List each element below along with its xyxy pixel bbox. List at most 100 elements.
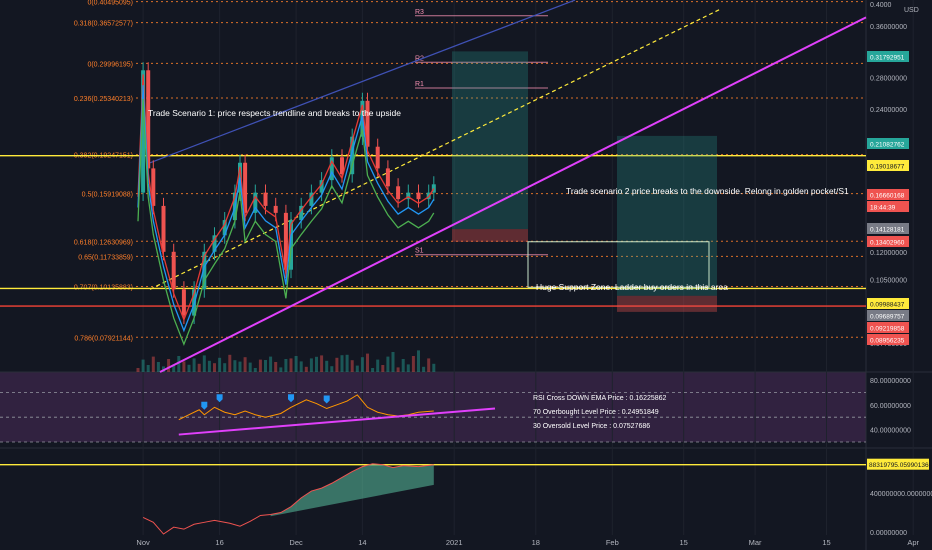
- candle-body: [222, 220, 227, 236]
- volume-bar: [396, 367, 400, 372]
- rsi-signal-marker[interactable]: [201, 401, 208, 410]
- volume-bar: [218, 357, 222, 372]
- ema-line-red: [137, 74, 435, 322]
- rsi-signal-marker[interactable]: [288, 394, 294, 403]
- price-pane[interactable]: 0(0.40495095) 0.318(0.36572577) 0(0.299961…: [0, 0, 867, 373]
- support-zone-box[interactable]: [527, 241, 710, 288]
- volume-bar: [228, 354, 232, 372]
- volume-bar: [207, 360, 211, 372]
- fib-level-label: 0(0.29996195): [87, 61, 133, 68]
- volume-bar: [371, 368, 375, 372]
- price-tag-label: 18:44:39: [870, 205, 896, 212]
- volume-bar: [141, 359, 145, 372]
- time-tick-label: 18: [532, 538, 540, 547]
- volume-bar: [238, 361, 242, 372]
- volume-bar: [411, 356, 415, 372]
- candle-body: [243, 162, 248, 213]
- price-tag[interactable]: [867, 298, 909, 309]
- candle-body: [161, 205, 166, 252]
- rsi-tick-label: 40.00000000: [870, 428, 911, 435]
- volume-bar: [309, 358, 313, 372]
- price-tag[interactable]: [867, 236, 909, 247]
- stop-loss-box[interactable]: [452, 229, 528, 242]
- pivot-label: R1: [415, 81, 424, 88]
- price-tick-label: 0.36000000: [870, 24, 907, 31]
- ema-line-green: [137, 98, 435, 347]
- candle-body: [365, 100, 370, 147]
- volume-bar: [340, 355, 344, 372]
- volume-bar: [177, 356, 181, 372]
- long-position-box-2[interactable]: [617, 135, 717, 296]
- time-tick-label: 16: [215, 538, 223, 547]
- volume-bar: [366, 353, 369, 372]
- price-tag[interactable]: [867, 310, 909, 321]
- support-trendline[interactable]: [159, 16, 867, 373]
- indicator-pane[interactable]: 400000000.00000000 0.00000000 88319795.059…: [0, 458, 932, 537]
- price-tag-label: 0.21082762: [870, 142, 905, 149]
- candle-body: [212, 235, 217, 252]
- candle-body: [299, 205, 304, 221]
- pane3-tag[interactable]: [867, 458, 929, 470]
- annotation-scenario-1: Trade Scenario 1: price respects trendli…: [148, 108, 401, 118]
- volume-bar: [299, 361, 303, 372]
- volume-bar: [345, 354, 349, 372]
- rsi-pane[interactable]: 80.00000000 60.00000000 40.00000000 RSI Cro…: [0, 378, 911, 443]
- price-tag[interactable]: [867, 201, 909, 212]
- price-tag-label: 0.09988437: [870, 302, 905, 309]
- volume-bar: [401, 359, 405, 372]
- pivot-label: R2: [415, 55, 424, 62]
- time-axis[interactable]: Nov16Dec14202118Feb15Mar15Apr12: [136, 538, 932, 547]
- fib-level-label: 0.65(0.11733859): [78, 254, 133, 261]
- price-tag[interactable]: [867, 189, 909, 200]
- pane3-line: [142, 463, 434, 535]
- candle-body: [416, 192, 421, 200]
- volume-bar: [289, 358, 293, 372]
- volume-bar: [146, 365, 150, 372]
- volume-bar: [294, 356, 298, 372]
- fib-level-label: 0.618(0.12630969): [74, 239, 133, 246]
- price-axis[interactable]: USD 0.4000 0.36000000 0.28000000 0.24000000 0…: [867, 2, 919, 348]
- grid: [142, 0, 914, 535]
- price-tag-label: 0.13402960: [870, 240, 905, 247]
- candle-body: [146, 70, 151, 169]
- rsi-signal-marker[interactable]: [323, 395, 330, 404]
- price-tag[interactable]: [867, 334, 909, 345]
- annotation-support-zone: Huge Support Zone. Ladder buy orders in …: [536, 282, 728, 292]
- rsi-trendline[interactable]: [178, 407, 496, 436]
- pane3-tag-label: 88319795.05990136: [869, 462, 929, 469]
- volume-bar: [243, 357, 247, 372]
- fib-level-label: 0.5(0.15919088): [82, 192, 133, 199]
- volume-bar: [136, 368, 140, 372]
- candle-body: [151, 168, 156, 206]
- channel-upper-line[interactable]: [149, 0, 576, 164]
- candle-body: [309, 192, 314, 206]
- time-tick-label: 14: [358, 538, 366, 547]
- price-tag[interactable]: [867, 160, 909, 171]
- rsi-tick-label: 80.00000000: [870, 378, 911, 385]
- price-tag[interactable]: [867, 51, 909, 62]
- long-position-box[interactable]: [452, 51, 528, 230]
- annotation-scenario-2: Trade scenario 2 price breaks to the dow…: [566, 186, 849, 196]
- volume-bar: [223, 363, 227, 372]
- pane3-tick-label: 400000000.00000000: [870, 491, 932, 498]
- price-tag[interactable]: [867, 223, 909, 234]
- volume-bar: [427, 358, 431, 372]
- price-tag[interactable]: [867, 322, 909, 333]
- volume-bar: [335, 357, 339, 372]
- volume-bar: [304, 366, 308, 372]
- candle-body: [375, 146, 380, 169]
- volume-bar: [279, 367, 283, 372]
- rsi-signal-marker[interactable]: [216, 394, 223, 403]
- rsi-legend-label: 30 Oversold Level Price : 0.07527686: [533, 423, 650, 430]
- volume-bar: [432, 363, 436, 372]
- rsi-tick-label: 60.00000000: [870, 403, 911, 410]
- price-tag[interactable]: [867, 138, 909, 149]
- candle-body: [289, 220, 293, 270]
- volume-bar: [315, 356, 318, 372]
- pane3-fill: [270, 463, 434, 517]
- candle-body: [340, 157, 344, 175]
- stop-loss-box-2[interactable]: [617, 295, 717, 312]
- time-tick-label: 15: [822, 538, 830, 547]
